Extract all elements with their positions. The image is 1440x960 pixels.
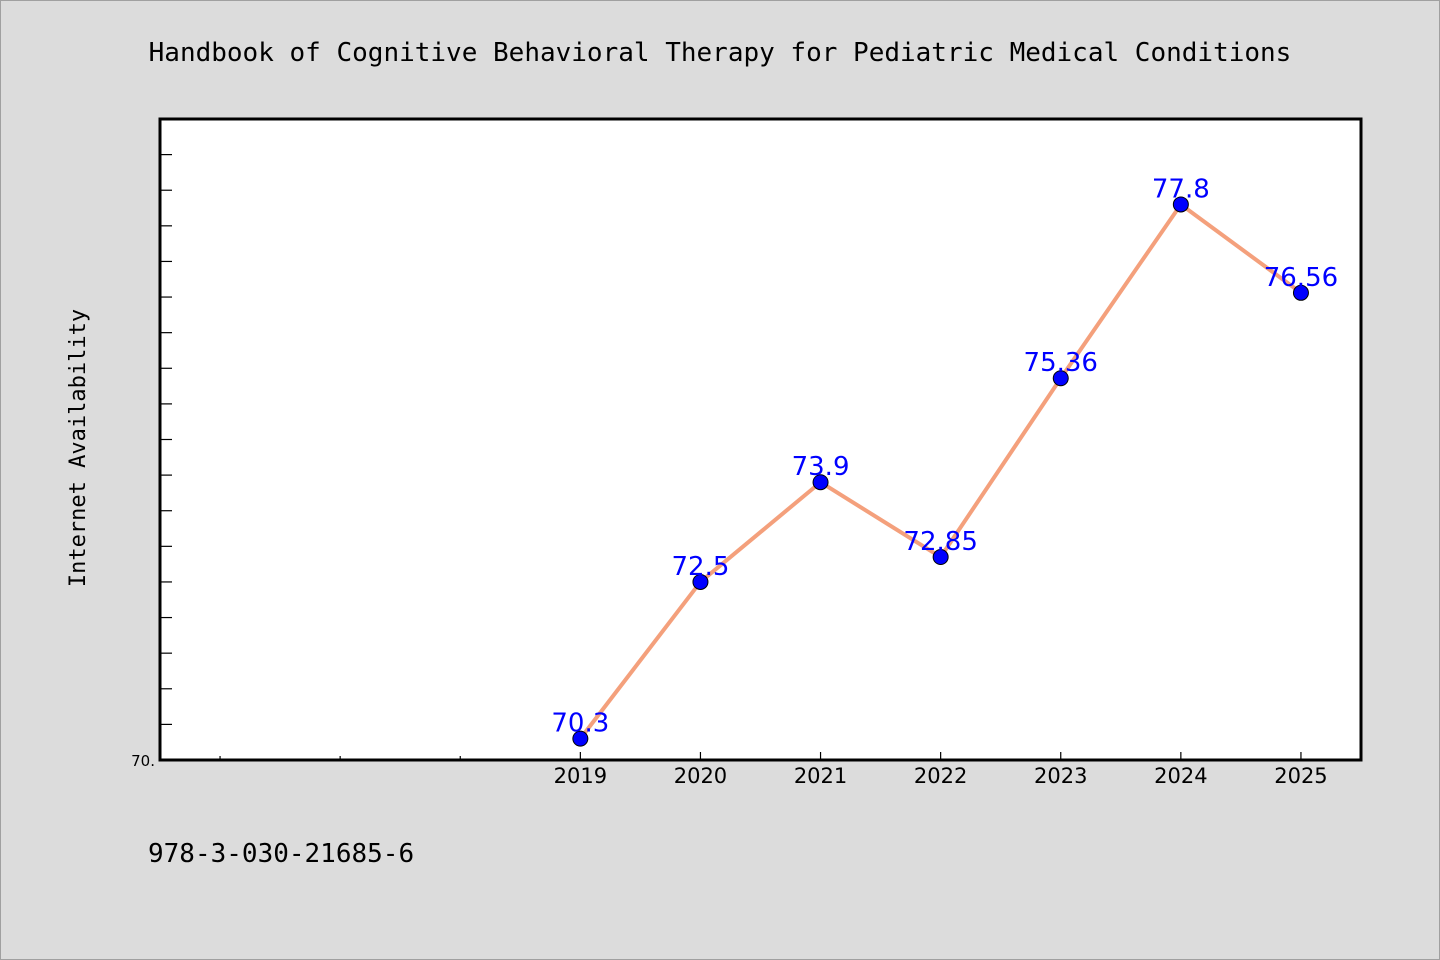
data-label: 70.3: [551, 709, 609, 739]
x-tick-label: 2022: [914, 764, 967, 788]
x-tick-label: 2024: [1154, 764, 1207, 788]
isbn-text: 978-3-030-21685-6: [148, 839, 414, 869]
data-label: 75.36: [1024, 348, 1098, 378]
x-tick-label: 2019: [554, 764, 607, 788]
data-point: [932, 549, 949, 566]
data-point: [1292, 284, 1309, 301]
data-label: 72.85: [903, 527, 977, 557]
x-tick-label: 2023: [1034, 764, 1087, 788]
data-point: [572, 730, 589, 747]
chart-title: Handbook of Cognitive Behavioral Therapy…: [149, 38, 1292, 68]
data-label: 77.8: [1152, 174, 1210, 204]
series-layer: 70.3 72.5 73.9 72.85 75.36 77.8 76.56: [551, 174, 1338, 747]
x-axis-ticks: [219, 752, 1302, 760]
x-tick-labels: 2019 2020 2021 2022 2023 2024 2025: [554, 764, 1328, 788]
data-label: 76.56: [1264, 263, 1338, 293]
data-point: [1172, 196, 1189, 213]
y-axis-ticks: [160, 154, 172, 725]
y-tick-label: 70.: [131, 752, 155, 770]
x-tick-label: 2021: [794, 764, 847, 788]
data-point: [1052, 370, 1069, 387]
data-point: [812, 474, 829, 491]
data-label: 73.9: [792, 452, 850, 482]
plot-area: [158, 117, 1363, 762]
x-tick-label: 2020: [674, 764, 727, 788]
data-label: 72.5: [672, 552, 730, 582]
x-tick-label: 2025: [1274, 764, 1327, 788]
y-axis-label: Internet Availability: [66, 309, 91, 587]
data-point: [692, 573, 709, 590]
